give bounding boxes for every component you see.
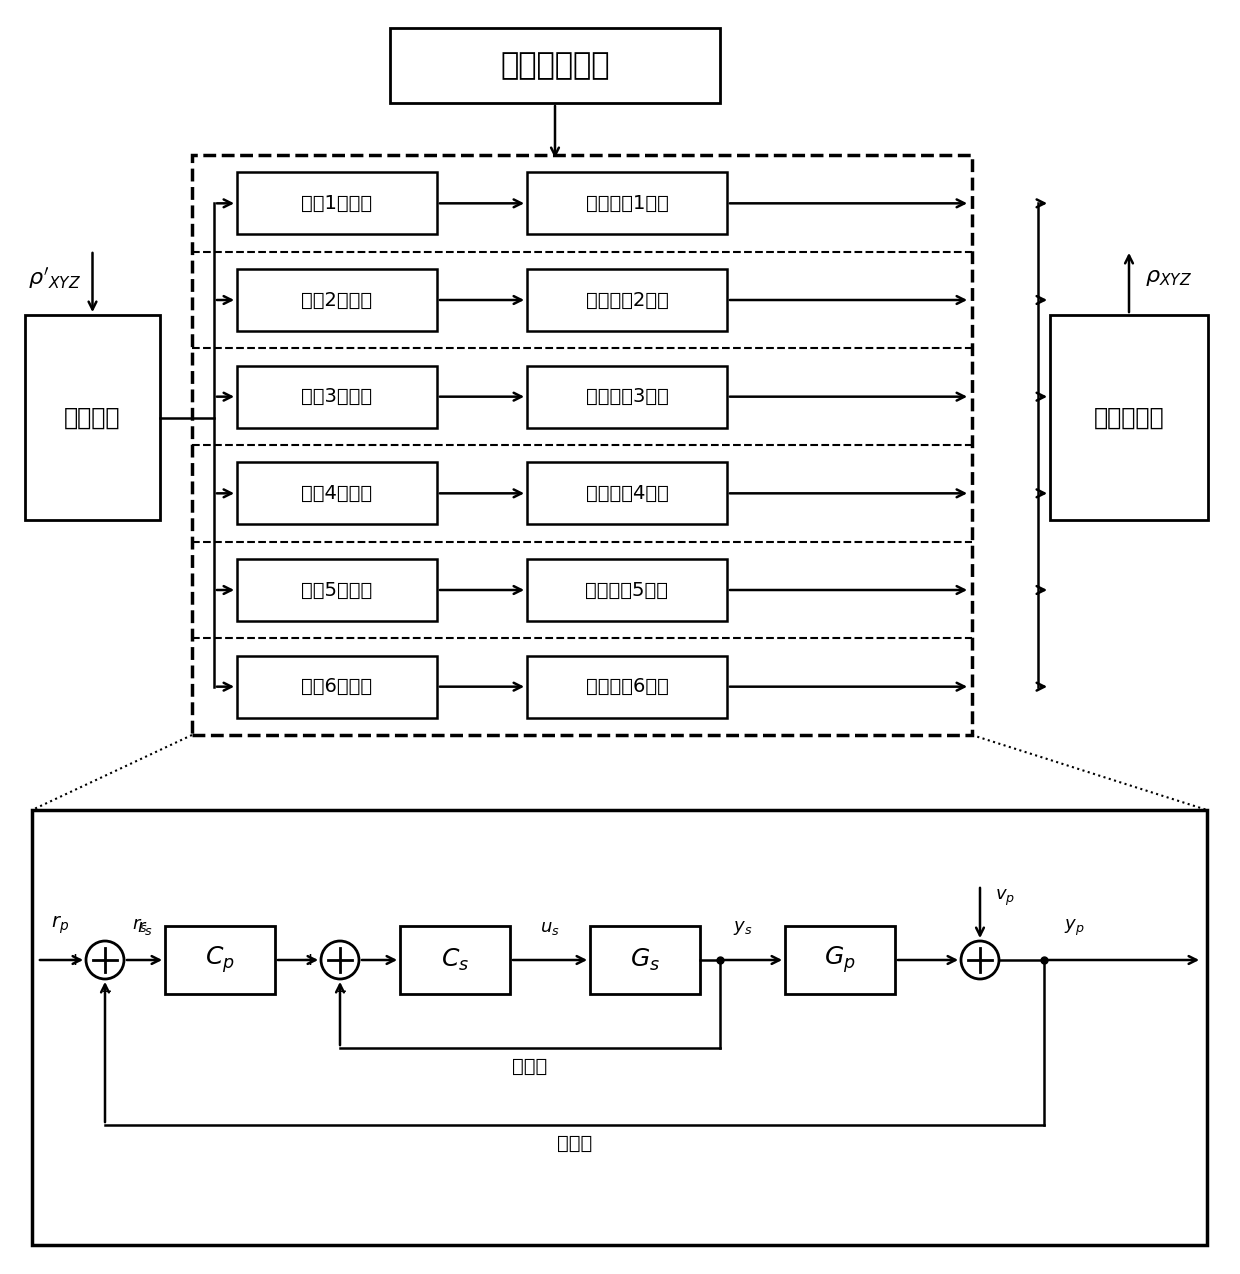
Bar: [32, 810, 1207, 1245]
Bar: [237, 366, 436, 428]
Bar: [1050, 315, 1208, 520]
Text: +: +: [67, 950, 82, 970]
Text: 迭代反馈调整: 迭代反馈调整: [500, 51, 610, 80]
Bar: [237, 269, 436, 331]
Text: $r_p$: $r_p$: [51, 915, 69, 935]
Text: $v_p$: $v_p$: [994, 888, 1016, 908]
Text: 未知关节2模型: 未知关节2模型: [585, 290, 668, 310]
Text: $\rho'_{XYZ}$: $\rho'_{XYZ}$: [27, 265, 81, 290]
Bar: [237, 172, 436, 234]
Text: 关节5控制器: 关节5控制器: [301, 581, 373, 600]
Text: $u_s$: $u_s$: [541, 919, 560, 936]
Text: $\rho_{XYZ}$: $\rho_{XYZ}$: [1146, 268, 1193, 288]
Bar: [165, 926, 275, 994]
Text: 关节4控制器: 关节4控制器: [301, 484, 372, 503]
Text: $C_s$: $C_s$: [441, 947, 469, 973]
Text: –: –: [337, 982, 347, 1001]
Text: 未知关节1模型: 未知关节1模型: [585, 194, 668, 213]
Bar: [237, 656, 436, 717]
Text: –: –: [102, 982, 112, 1001]
Bar: [527, 656, 727, 717]
Bar: [527, 366, 727, 428]
Text: $y_s$: $y_s$: [733, 919, 753, 936]
Text: $G_s$: $G_s$: [630, 947, 660, 973]
Text: 速度环: 速度环: [512, 1056, 548, 1075]
Text: $r_s$: $r_s$: [136, 919, 153, 936]
Bar: [237, 462, 436, 525]
Text: 未知关节5模型: 未知关节5模型: [585, 581, 668, 600]
Text: 关节1控制器: 关节1控制器: [301, 194, 372, 213]
Bar: [590, 926, 701, 994]
Bar: [785, 926, 895, 994]
Bar: [25, 315, 160, 520]
Text: +: +: [303, 950, 317, 970]
Text: 关节2控制器: 关节2控制器: [301, 290, 372, 310]
Text: 末端执行器: 末端执行器: [1094, 405, 1164, 429]
Bar: [192, 155, 972, 735]
Bar: [391, 28, 720, 103]
Bar: [527, 172, 727, 234]
Text: $C_p$: $C_p$: [205, 944, 234, 976]
Text: 未知关节3模型: 未知关节3模型: [585, 387, 668, 406]
Text: 位置环: 位置环: [557, 1134, 593, 1153]
Text: $y_p$: $y_p$: [1064, 917, 1084, 938]
Text: 未知关节4模型: 未知关节4模型: [585, 484, 668, 503]
Text: 关节3控制器: 关节3控制器: [301, 387, 372, 406]
Text: 关节6控制器: 关节6控制器: [301, 678, 372, 696]
Bar: [237, 559, 436, 620]
Text: $r_s$: $r_s$: [133, 916, 148, 934]
Bar: [527, 462, 727, 525]
Text: $G_p$: $G_p$: [825, 944, 856, 976]
Text: 位置反解: 位置反解: [64, 405, 120, 429]
Bar: [401, 926, 510, 994]
Bar: [527, 269, 727, 331]
Text: 未知关节6模型: 未知关节6模型: [585, 678, 668, 696]
Bar: [527, 559, 727, 620]
